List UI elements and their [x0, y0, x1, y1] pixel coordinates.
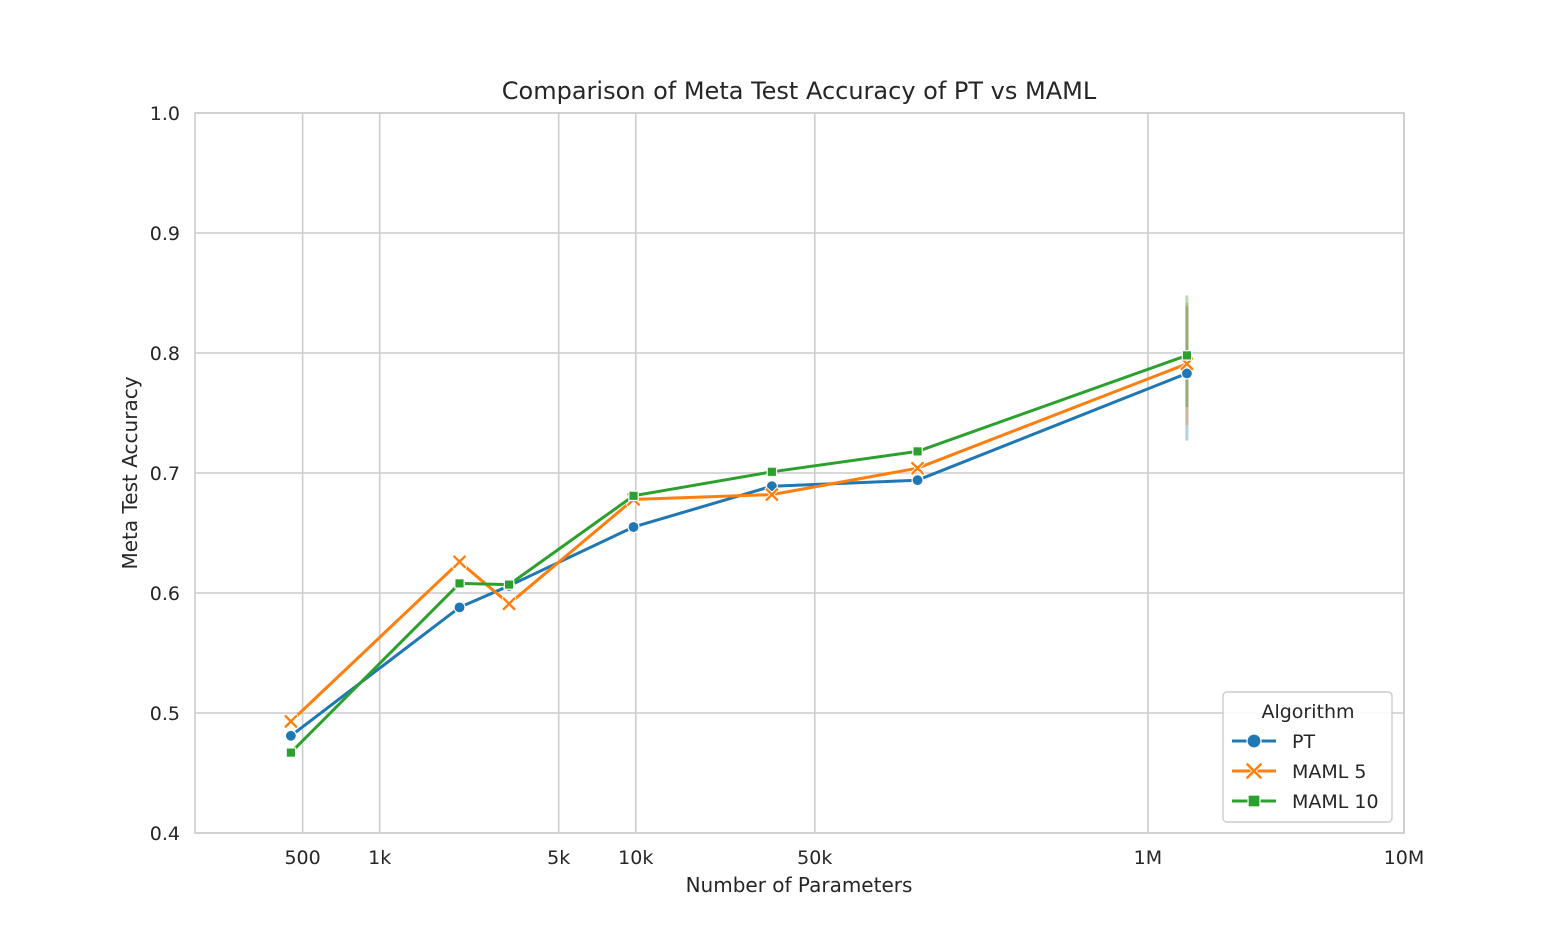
x-tick-label: 500	[284, 847, 320, 869]
maml-10-point	[503, 579, 515, 590]
legend-title: Algorithm	[1261, 701, 1354, 723]
maml-10-point	[912, 446, 923, 457]
x-axis-label: Number of Parameters	[686, 873, 913, 897]
maml-5-point	[911, 461, 924, 475]
series-lines	[283, 350, 1195, 758]
pt-line	[289, 371, 1189, 738]
y-tick-label: 1.0	[150, 103, 180, 125]
pt-point	[1180, 367, 1194, 380]
x-tick-label: 5k	[547, 847, 570, 869]
pt-point	[453, 601, 466, 614]
y-axis-label: Meta Test Accuracy	[118, 376, 142, 569]
y-tick-label: 0.6	[150, 583, 180, 605]
maml-5-point	[765, 488, 779, 502]
pt-point	[627, 520, 640, 534]
maml-10-point	[285, 747, 297, 758]
pt-point	[911, 474, 924, 487]
y-tick-label: 0.4	[150, 823, 180, 845]
maml-10-point	[1181, 350, 1193, 361]
y-axis-ticks: 0.4 0.5 0.6 0.7 0.8 0.9 1.0	[150, 103, 180, 845]
y-tick-label: 0.5	[150, 703, 180, 725]
chart-title: Comparison of Meta Test Accuracy of PT v…	[502, 77, 1097, 105]
y-tick-label: 0.9	[150, 223, 180, 245]
pt-point	[284, 729, 297, 742]
maml-5-line	[289, 362, 1189, 723]
maml-10-point	[766, 466, 778, 478]
legend-pt-marker	[1246, 733, 1262, 749]
x-tick-label: 10M	[1384, 847, 1425, 869]
legend-maml-10-label: MAML 10	[1292, 791, 1379, 813]
maml-5-point	[502, 597, 516, 611]
maml-5-point	[453, 555, 466, 569]
maml-10-point	[628, 490, 639, 502]
legend-maml-10-marker	[1247, 794, 1261, 808]
maml-10-point	[454, 578, 465, 589]
legend-maml-5-marker	[1246, 763, 1262, 779]
x-tick-label: 10k	[618, 847, 653, 869]
legend: Algorithm PT MAML 5 MAML 10	[1222, 691, 1393, 823]
x-axis-ticks: 500 1k 5k 10k 50k 1M 10M	[284, 847, 1424, 869]
y-tick-label: 0.7	[150, 463, 180, 485]
plot-frame	[194, 112, 1405, 834]
legend-maml-5-label: MAML 5	[1292, 761, 1367, 783]
maml-5-point	[284, 714, 298, 728]
x-tick-label: 50k	[797, 847, 832, 869]
x-tick-label: 1M	[1134, 847, 1162, 869]
legend-box	[1222, 691, 1393, 823]
legend-pt-label: PT	[1292, 731, 1315, 753]
x-tick-label: 1k	[368, 847, 391, 869]
y-tick-label: 0.8	[150, 343, 180, 365]
